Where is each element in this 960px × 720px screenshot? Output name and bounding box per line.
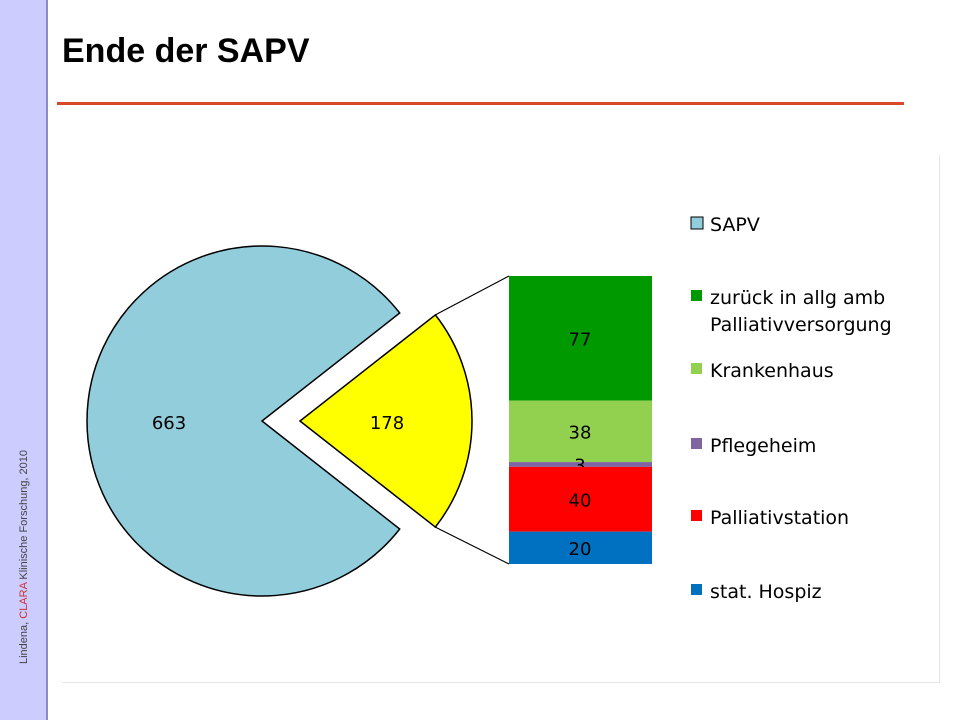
pie-label-other: 178 <box>370 413 404 434</box>
connector-bottom <box>435 526 510 565</box>
legend-label-2-0: Krankenhaus <box>710 360 834 382</box>
pie-group: 663 178 <box>86 245 473 597</box>
bar-label-2: 3 <box>574 455 585 476</box>
legend: SAPV zurück in allg amb Palliativversorgun… <box>690 214 892 603</box>
legend-swatch-3 <box>691 438 702 449</box>
connector-lines <box>435 275 510 565</box>
chart-frame <box>62 155 940 683</box>
bar-segment-3 <box>509 466 652 532</box>
legend-swatch-0 <box>690 216 704 230</box>
bar-segment-4 <box>509 531 652 564</box>
bar-segment-2 <box>509 462 652 467</box>
legend-label-4-0: Palliativstation <box>710 507 849 529</box>
bar-label-4: 20 <box>569 539 592 560</box>
legend-swatch-4 <box>691 510 702 521</box>
title-underline <box>57 102 904 105</box>
pie-slice-other <box>298 313 473 529</box>
bar-label-0: 77 <box>569 329 592 350</box>
legend-label-0-0: SAPV <box>710 214 760 236</box>
legend-label-1-1: Palliativversorgung <box>710 314 892 336</box>
pie-label-sapv: 663 <box>152 413 186 434</box>
sidebar-strip: Lindena, CLARA Klinische Forschung, 2010 <box>0 0 48 720</box>
bar-label-1: 38 <box>569 422 592 443</box>
bar-segment-0 <box>509 276 652 401</box>
legend-label-3-0: Pflegeheim <box>710 435 816 457</box>
legend-label-5-0: stat. Hospiz <box>710 581 822 603</box>
connector-top <box>435 275 510 316</box>
legend-swatch-2 <box>691 363 702 374</box>
stacked-bar-group: 77 38 3 40 20 <box>509 276 652 564</box>
legend-swatch-5 <box>691 584 702 595</box>
slide-title: Ende der SAPV <box>62 32 310 70</box>
legend-swatch-1 <box>691 290 702 301</box>
bar-segment-1 <box>509 400 652 463</box>
legend-label-1-0: zurück in allg amb <box>710 287 885 309</box>
pie-slice-sapv <box>86 245 401 597</box>
bar-label-3: 40 <box>569 490 592 511</box>
